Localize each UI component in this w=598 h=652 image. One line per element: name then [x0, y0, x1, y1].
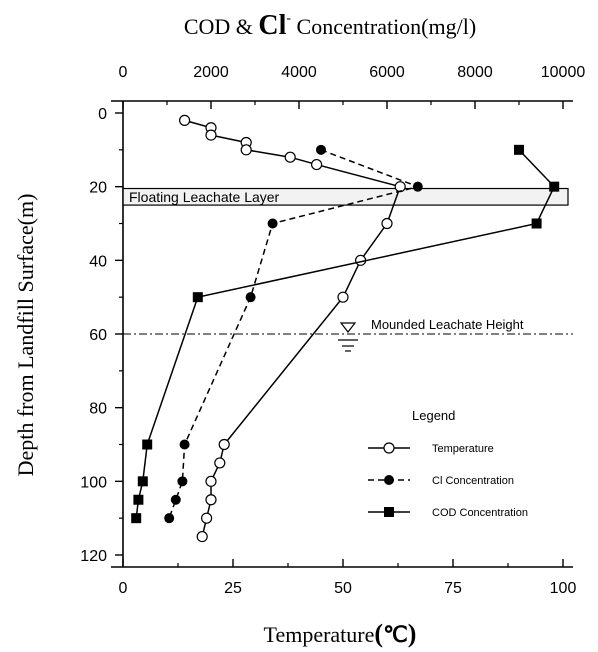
top-tick-label: 0	[119, 64, 128, 81]
top-axis-title-prefix: COD &	[184, 14, 259, 39]
data-point	[214, 457, 226, 469]
bottom-axis-title-unit: ℃	[383, 622, 408, 647]
legend-swatch-marker	[383, 442, 395, 454]
top-axis-title-ion: Cl	[258, 10, 286, 41]
top-tick-label: 2000	[193, 64, 229, 81]
data-point	[177, 476, 188, 487]
water-level-icon	[339, 322, 357, 333]
legend-swatch-marker	[384, 507, 394, 517]
bottom-tick-label: 100	[550, 580, 577, 597]
data-point	[549, 181, 560, 192]
legend: Legend Temperature Cl Concentration COD Con…	[368, 408, 528, 519]
series-cod-concentration	[131, 144, 560, 524]
floating-leachate-label: Floating Leachate Layer	[129, 189, 280, 205]
data-point	[337, 291, 349, 303]
bottom-axis-title-text: Temperature	[264, 622, 375, 647]
series-line	[184, 119, 402, 537]
data-point	[201, 512, 213, 524]
y-tick-label: 100	[80, 474, 107, 491]
data-point	[205, 129, 217, 141]
data-point	[164, 513, 175, 524]
data-point	[170, 494, 181, 505]
top-tick-label: 8000	[457, 64, 493, 81]
legend-label: COD Concentration	[432, 507, 528, 519]
data-point	[179, 114, 191, 126]
axes: 0 20 40 60 80 100 120 0 2000 4000 6000 8000 10000 0 25…	[80, 64, 585, 597]
y-axis-title: Depth from Landfill Surface(m)	[13, 194, 38, 477]
top-tick-label: 10000	[541, 64, 586, 81]
series-cl-concentration	[164, 144, 423, 524]
data-point	[240, 144, 252, 156]
y-tick-label: 20	[89, 180, 107, 197]
data-point	[137, 476, 148, 487]
y-tick-label: 0	[98, 106, 107, 123]
y-tick-label: 40	[89, 253, 107, 270]
data-point	[514, 144, 524, 155]
data-point	[245, 292, 256, 303]
top-axis-title-suffix: Concentration(mg/l)	[291, 14, 476, 39]
series-temperature	[179, 114, 406, 543]
legend-swatch-marker	[384, 475, 394, 485]
data-point	[205, 475, 217, 487]
data-point	[196, 530, 208, 543]
data-point	[192, 292, 203, 303]
data-point	[284, 151, 296, 163]
data-point	[133, 494, 144, 505]
bottom-axis-title-paren-open: (	[374, 619, 383, 648]
bottom-tick-label: 0	[119, 580, 128, 597]
y-tick-label: 120	[80, 548, 107, 565]
y-tick-label: 80	[89, 401, 107, 418]
top-axis-title-ion-sup: -	[286, 11, 291, 26]
data-point	[381, 217, 393, 230]
top-tick-label: 4000	[281, 64, 317, 81]
data-point	[412, 181, 423, 192]
legend-label: Temperature	[432, 443, 494, 455]
data-point	[316, 144, 326, 155]
mounded-leachate-height: Mounded Leachate Height	[123, 317, 573, 352]
data-point	[311, 158, 323, 171]
data-point	[218, 438, 230, 451]
bottom-tick-label: 25	[224, 580, 242, 597]
series-group	[131, 114, 560, 543]
data-point	[531, 218, 542, 229]
mounded-leachate-label: Mounded Leachate Height	[371, 317, 524, 332]
data-point	[179, 439, 190, 450]
legend-title: Legend	[412, 408, 455, 423]
bottom-axis-title: Temperature(℃)	[264, 619, 417, 648]
floating-leachate-band	[122, 187, 569, 206]
data-point	[131, 513, 142, 524]
bottom-tick-label: 75	[444, 580, 462, 597]
data-point	[142, 439, 153, 450]
top-axis-title: COD & Cl- Concentration(mg/l)	[184, 10, 476, 41]
legend-label: Cl Concentration	[432, 475, 514, 487]
data-point	[267, 218, 278, 229]
data-point	[205, 494, 217, 506]
y-tick-label: 60	[89, 327, 107, 344]
floating-leachate-layer: Floating Leachate Layer	[122, 187, 569, 206]
data-point	[394, 181, 406, 193]
bottom-tick-label: 50	[334, 580, 352, 597]
bottom-axis-title-paren-close: )	[408, 619, 417, 648]
top-tick-label: 6000	[369, 64, 405, 81]
